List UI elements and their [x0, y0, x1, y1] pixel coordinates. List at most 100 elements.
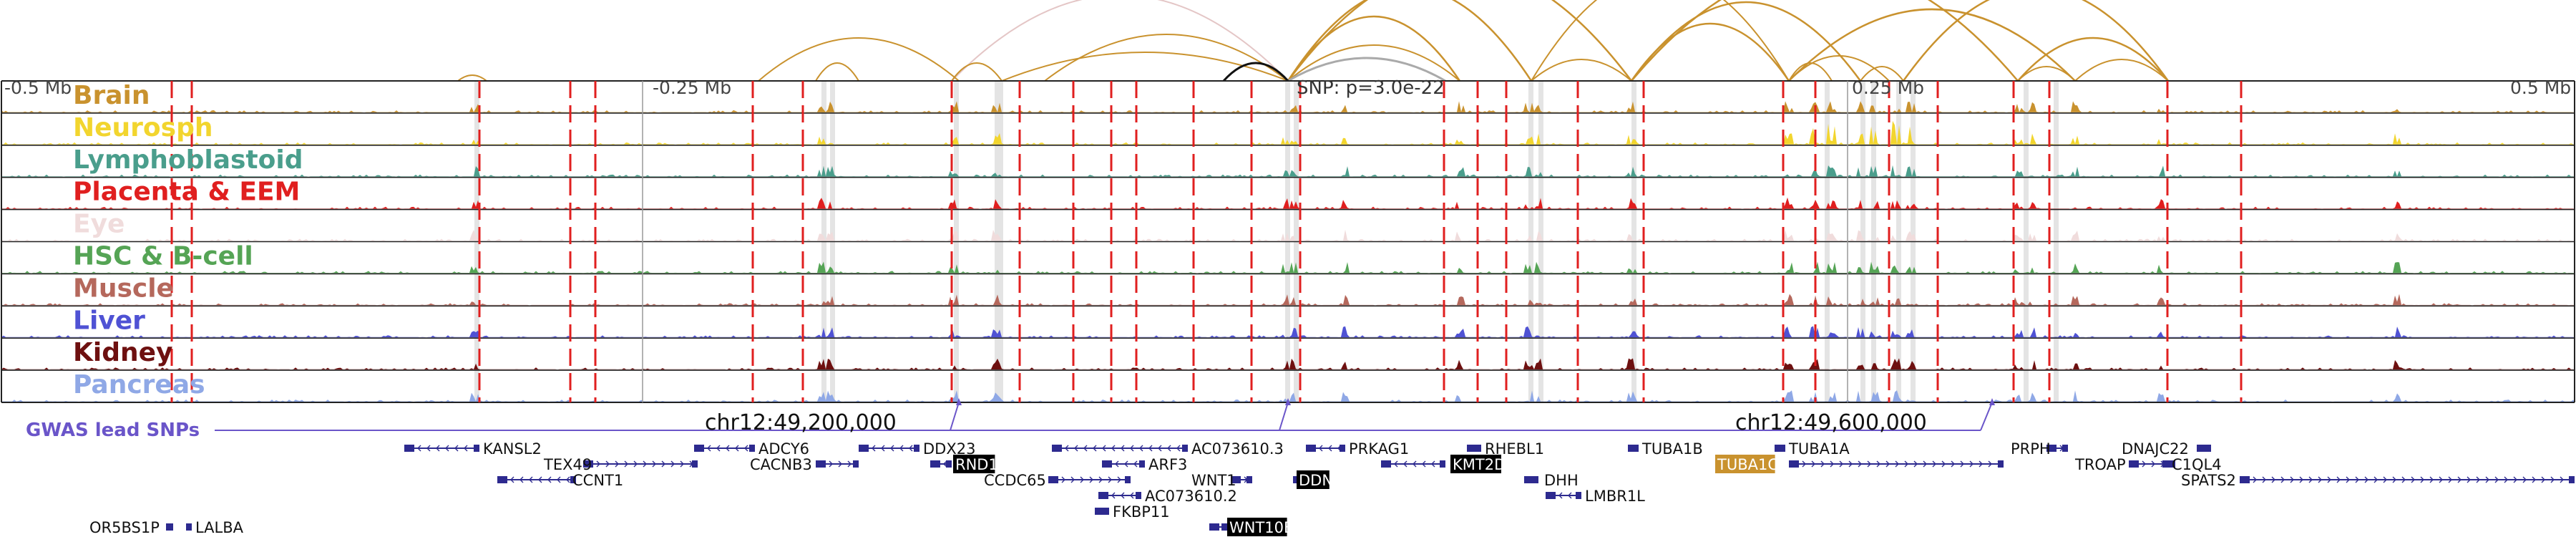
gene-strand-arrow — [1133, 460, 1138, 468]
track-label: Kidney — [73, 338, 173, 367]
interaction-arc — [1630, 1, 1862, 82]
gene-exon — [1475, 445, 1481, 452]
interaction-arc — [2017, 66, 2076, 82]
gene-exon — [167, 523, 173, 531]
interaction-arc — [1788, 8, 2076, 82]
gene-exon — [1221, 523, 1227, 531]
gene-strand-arrow — [1979, 460, 1983, 468]
gene-exon — [1136, 492, 1141, 499]
gene-strand-arrow — [529, 476, 533, 483]
gene-exon — [694, 445, 704, 452]
gene-strand-arrow — [1885, 460, 1890, 468]
gene-strand-arrow — [1111, 492, 1116, 499]
track-labels: Brain Neurosph Lymphoblastoid Placenta & EE… — [73, 81, 303, 400]
gwas-leader-1 — [950, 402, 960, 431]
gene-exon — [404, 445, 414, 452]
gene-exon — [1440, 460, 1445, 468]
gene-strand-arrow — [436, 445, 440, 452]
gene-strand-arrow — [557, 476, 561, 483]
gene-strand-arrow — [1130, 445, 1134, 452]
gene-label: SPATS2 — [2181, 472, 2236, 489]
gene-strand-arrow — [1124, 460, 1128, 468]
gene-exon — [2197, 445, 2207, 452]
gene-strand-arrow — [2280, 476, 2285, 483]
gene-strand-arrow — [2327, 476, 2331, 483]
gene-label: LMBR1L — [1585, 488, 1645, 505]
gene-strand-arrow — [1941, 460, 1946, 468]
gene-exon — [692, 460, 698, 468]
gene-strand-arrow — [624, 460, 628, 468]
gene-label: TUBA1A — [1788, 440, 1850, 458]
gene-exon — [1381, 460, 1391, 468]
axis-label-mid-left: -0.25 Mb — [653, 77, 731, 98]
interaction-arc — [1287, 0, 1533, 82]
interaction-arc — [1860, 66, 1904, 82]
gene-label: WNT10B — [1229, 519, 1294, 536]
gene-strand-arrow — [2401, 476, 2406, 483]
gene-strand-arrow — [1328, 445, 1332, 452]
gene-strand-arrow — [2550, 476, 2555, 483]
gene-exon — [859, 445, 869, 452]
gene-strand-arrow — [1820, 460, 1825, 468]
interaction-arc — [758, 37, 960, 82]
gene-strand-arrow — [615, 460, 619, 468]
gene-exon — [1340, 445, 1345, 452]
gene-strand-arrow — [2308, 476, 2313, 483]
gene-exon — [1467, 445, 1477, 452]
gene-strand-arrow — [2290, 476, 2294, 483]
track-label: Placenta & EEM — [73, 178, 300, 207]
gene-strand-arrow — [1102, 445, 1106, 452]
gene-strand-arrow — [1089, 476, 1093, 483]
gene-strand-arrow — [1969, 460, 1974, 468]
gene-strand-arrow — [1098, 476, 1103, 483]
gene-label: DDN — [1299, 472, 1333, 489]
gene-strand-arrow — [890, 445, 894, 452]
track-label: Muscle — [73, 274, 174, 303]
gene-exon — [1102, 460, 1112, 468]
gene-exon — [186, 523, 192, 531]
axis-label-right: 0.5 Mb — [2510, 77, 2571, 98]
gene-strand-arrow — [2346, 476, 2350, 483]
gene-exon — [1052, 445, 1062, 452]
gene-exon — [749, 445, 755, 452]
gene-strand-arrow — [1558, 492, 1563, 499]
gene-strand-arrow — [1083, 445, 1088, 452]
coord-label-right: chr12:49,600,000 — [1735, 410, 1927, 435]
gene-strand-arrow — [2560, 476, 2564, 483]
gene-strand-arrow — [1403, 460, 1407, 468]
gene-strand-arrow — [1158, 445, 1162, 452]
gene-strand-arrow — [1422, 460, 1426, 468]
gene-strand-arrow — [1951, 460, 1955, 468]
gene-exon — [2569, 476, 2575, 483]
gene-strand-arrow — [1431, 460, 1435, 468]
gene-exon — [914, 445, 919, 452]
gene-strand-arrow — [547, 476, 552, 483]
gene-label: ADCY6 — [758, 440, 809, 458]
gene-strand-arrow — [2494, 476, 2499, 483]
gene-strand-arrow — [1121, 492, 1125, 499]
gene-label: OR5BS1P — [89, 519, 160, 536]
gene-strand-arrow — [829, 460, 833, 468]
gene-exon — [1125, 476, 1131, 483]
gene-strand-arrow — [2336, 476, 2341, 483]
gene-strand-arrow — [566, 476, 570, 483]
gene-label: C1QL4 — [2172, 456, 2222, 473]
gene-label: AC073610.3 — [1191, 440, 1284, 458]
gene-exon — [2240, 476, 2250, 483]
gene-label: FKBP11 — [1113, 503, 1170, 521]
gene-exon — [1576, 492, 1581, 499]
gene-strand-arrow — [2262, 476, 2266, 483]
gene-strand-arrow — [1867, 460, 1871, 468]
gene-strand-arrow — [1108, 476, 1112, 483]
gene-strand-arrow — [872, 445, 876, 452]
gene-label: TUBA1C — [1717, 456, 1778, 473]
coord-label-left: chr12:49,200,000 — [705, 410, 897, 435]
gwas-leader-2 — [1279, 402, 1289, 431]
gene-strand-arrow — [2532, 476, 2536, 483]
gene-strand-arrow — [2253, 476, 2257, 483]
gene-strand-arrow — [1413, 460, 1417, 468]
interaction-arcs — [457, 0, 2170, 82]
gene-exon — [497, 476, 507, 483]
interaction-arc — [951, 0, 1289, 82]
gene-exon — [1103, 508, 1109, 515]
